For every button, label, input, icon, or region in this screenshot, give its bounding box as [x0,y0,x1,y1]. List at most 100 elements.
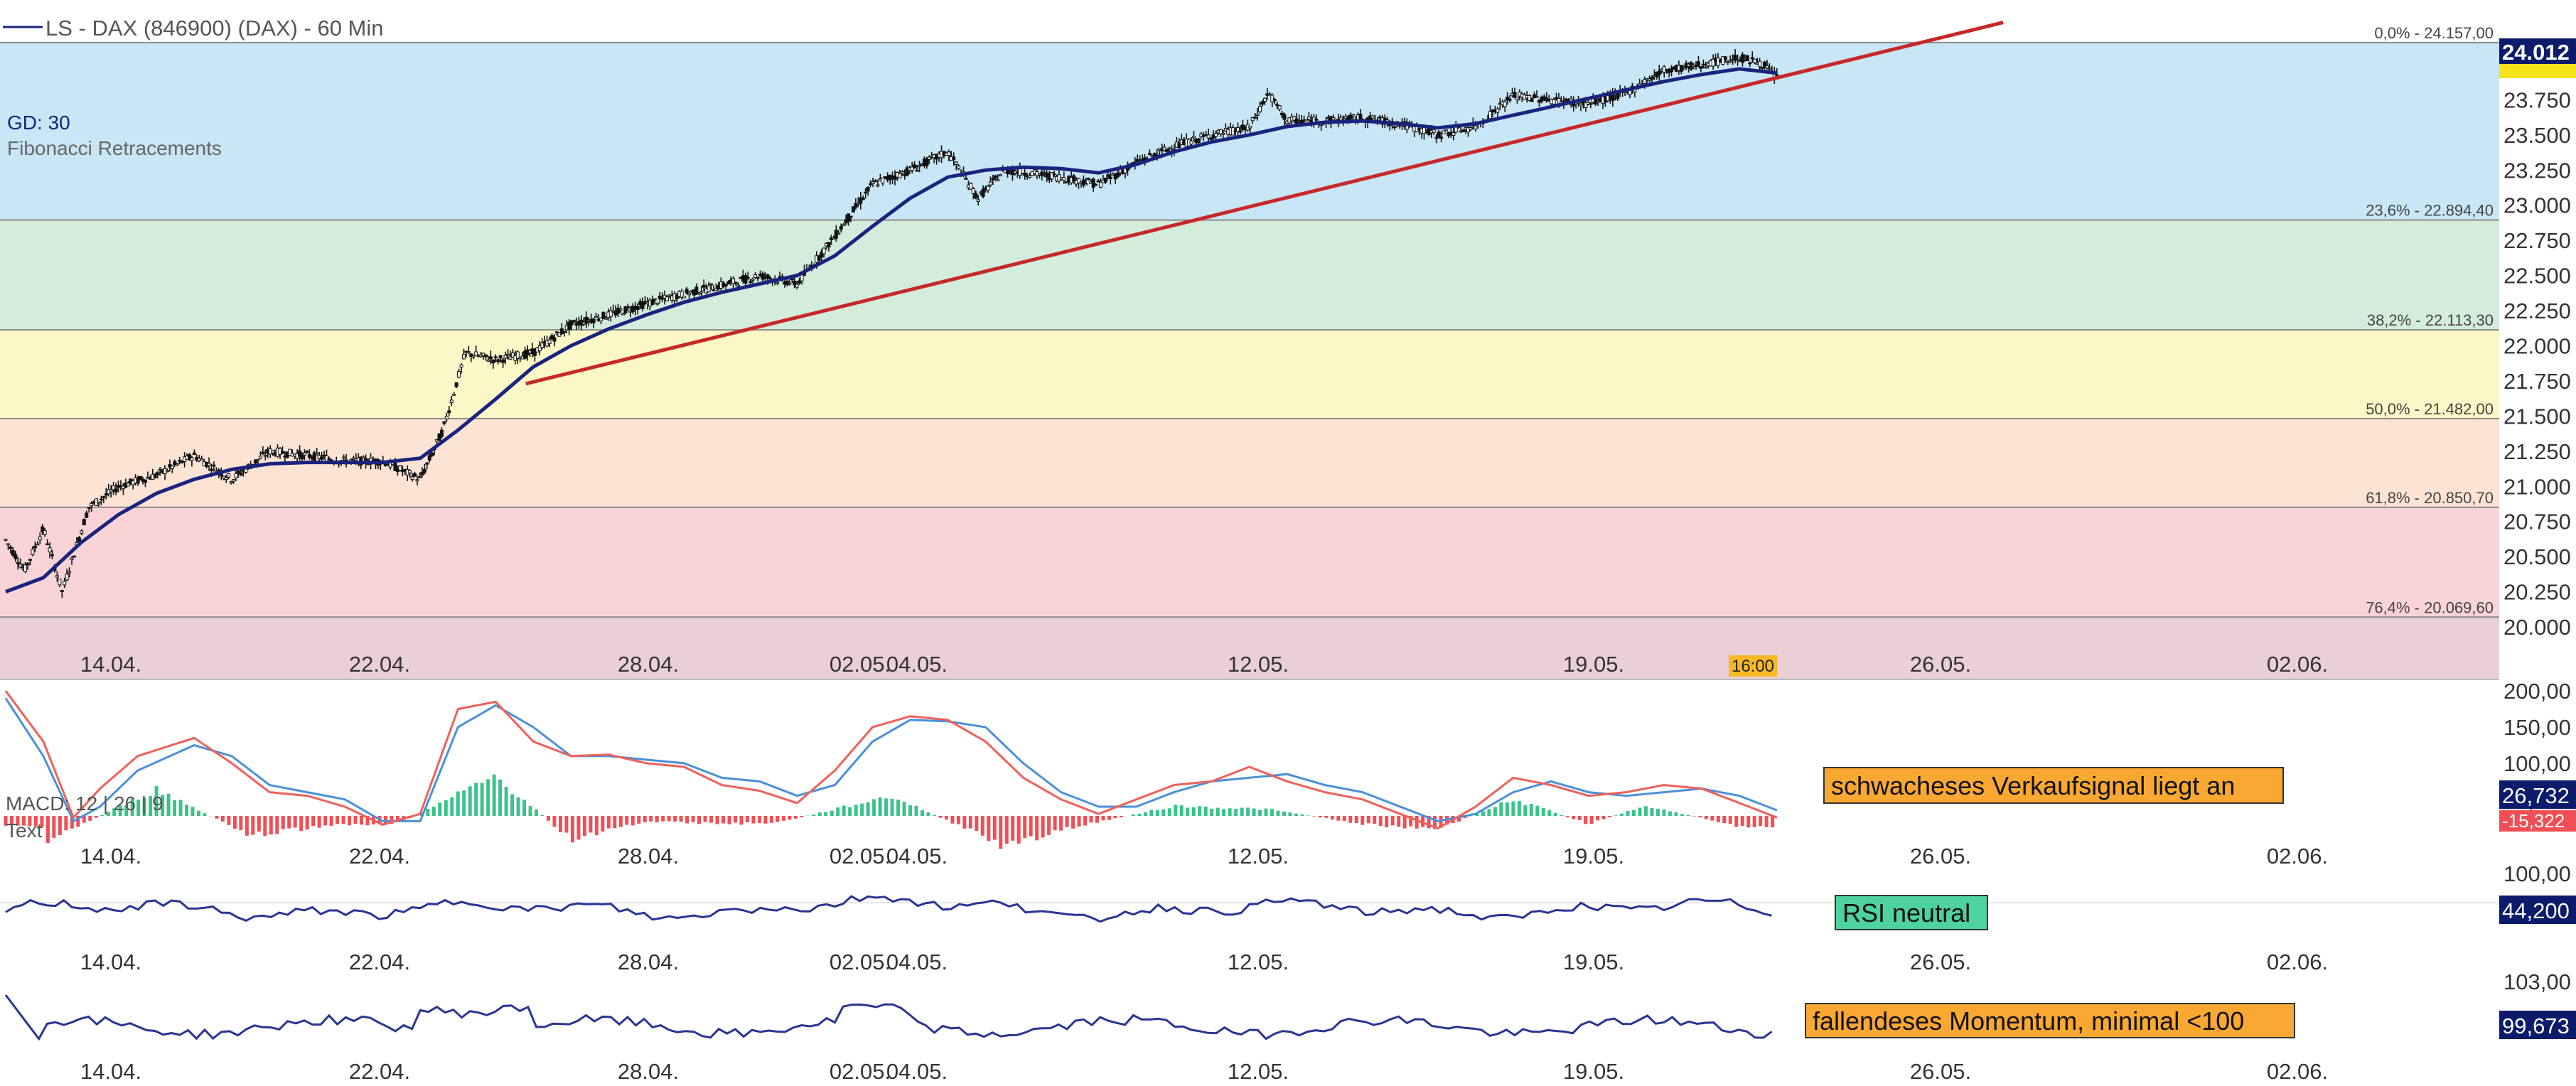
macd-histogram-bar [269,816,273,835]
macd-histogram-bar [166,793,171,816]
candle-body [817,255,821,261]
candle-body [820,252,824,258]
candle-body [1040,171,1044,176]
price-tick-label: 22.250 [2503,299,2571,323]
candle-body [1013,171,1017,173]
macd-histogram-bar [426,808,430,816]
macd-histogram-bar [884,798,889,816]
candle-body [986,186,990,191]
macd-histogram-bar [232,816,237,829]
candle-body [327,458,331,461]
macd-histogram-bar [70,816,74,829]
macd-histogram-bar [299,816,304,832]
macd-histogram-bar [1608,816,1612,817]
macd-annotation[interactable]: schwacheses Verkaufsignal liegt an [1823,767,2284,804]
macd-histogram-bar [1029,816,1033,837]
macd-histogram-bar [1270,809,1274,816]
candle-body [900,171,904,173]
macd-histogram-bar [1487,809,1491,816]
macd-tick-label: 200,00 [2503,679,2571,704]
candle-body [1670,68,1674,72]
x-axis-label: 26.05. [1910,652,1971,677]
candle-body [1461,129,1466,133]
candle-body [616,308,621,314]
candle-body [1086,178,1090,180]
candle-body [1728,60,1732,63]
candle-body [112,485,116,490]
x-axis-momentum: 14.04. 22.04. 28.04. 02.05.04.05. 12.05. 19.0… [80,1059,2328,1084]
candle-body [1206,134,1211,139]
candle-body [1679,65,1683,72]
candle-body [795,284,799,288]
candle-body [1275,104,1279,106]
macd-histogram-bar [1300,814,1304,816]
chart-title: LS - DAX (846900) (DAX) - 60 Min [45,16,384,41]
fibonacci-zones [0,41,2499,680]
price-tick-label: 20.000 [2503,615,2571,640]
macd-histogram-bar [52,816,56,838]
rsi-annotation[interactable]: RSI neutral [1835,895,1988,930]
macd-histogram-bar [697,816,702,824]
macd-histogram-bar [649,816,653,822]
candle-body [271,450,275,453]
macd-histogram-bar [1710,816,1714,821]
candle-body [471,355,476,357]
candle-body [420,471,424,476]
candle-body [454,382,458,387]
candle-body [925,158,929,167]
macd-histogram-bar [154,786,159,816]
momentum-annotation[interactable]: fallendeses Momentum, minimal <100 [1805,1003,2295,1038]
candle-body [229,481,233,483]
candle-body [1267,93,1272,96]
candle-body [685,289,689,294]
candle-body [1221,132,1225,135]
macd-histogram-bar [1584,816,1588,824]
candle-body [503,355,508,359]
candle-body [1466,127,1470,132]
candle-body [483,354,488,357]
macd-histogram-bar [932,814,936,816]
candle-body [254,459,258,464]
macd-histogram-bar [1198,806,1202,816]
candle-body [1451,132,1456,136]
candle-body [1050,172,1054,180]
candle-body [697,292,701,295]
macd-histogram-bar [1041,816,1045,838]
macd-histogram-bar [106,812,110,816]
candle-body [756,276,760,279]
candle-body [457,371,461,378]
macd-histogram-bar [1722,816,1727,824]
fibonacci-level-labels: 0,0% - 24.157,00 23,6% - 22.894,40 38,2% -… [2366,24,2494,616]
macd-histogram-bar [902,802,906,816]
fibonacci-zone [0,220,2499,330]
candle-body [6,543,10,546]
macd-histogram-bar [1655,808,1660,816]
moving-average-line [5,67,1778,593]
macd-histogram-bar [1252,808,1256,816]
x-axis-label: 19.05. [1563,652,1624,677]
candle-body [1508,99,1512,101]
candle-body [173,461,177,466]
candle-body [501,359,505,363]
fibonacci-level-label: 0,0% - 24.157,00 [2374,24,2494,42]
x-axis-label: 02.06. [2267,844,2328,869]
macd-histogram-bar [45,816,50,844]
candle-body [1314,118,1319,121]
candle-body [1062,177,1066,181]
candle-body [1236,127,1240,132]
candle-body [1081,179,1085,186]
candle-body [263,455,267,457]
candle-body [714,289,718,291]
macd-histogram-bar [1137,813,1142,816]
trendline[interactable] [525,21,2004,386]
candle-body [1260,101,1265,105]
macd-histogram-bar [185,805,189,816]
macd-histogram-bar [962,816,967,829]
candle-body [288,448,292,456]
candle-body [139,475,143,480]
candle-body [1094,183,1098,186]
macd-histogram-bar [33,816,38,827]
x-axis-label: 04.05. [886,652,948,677]
macd-histogram-bar [564,816,569,833]
candle-body [26,562,30,566]
